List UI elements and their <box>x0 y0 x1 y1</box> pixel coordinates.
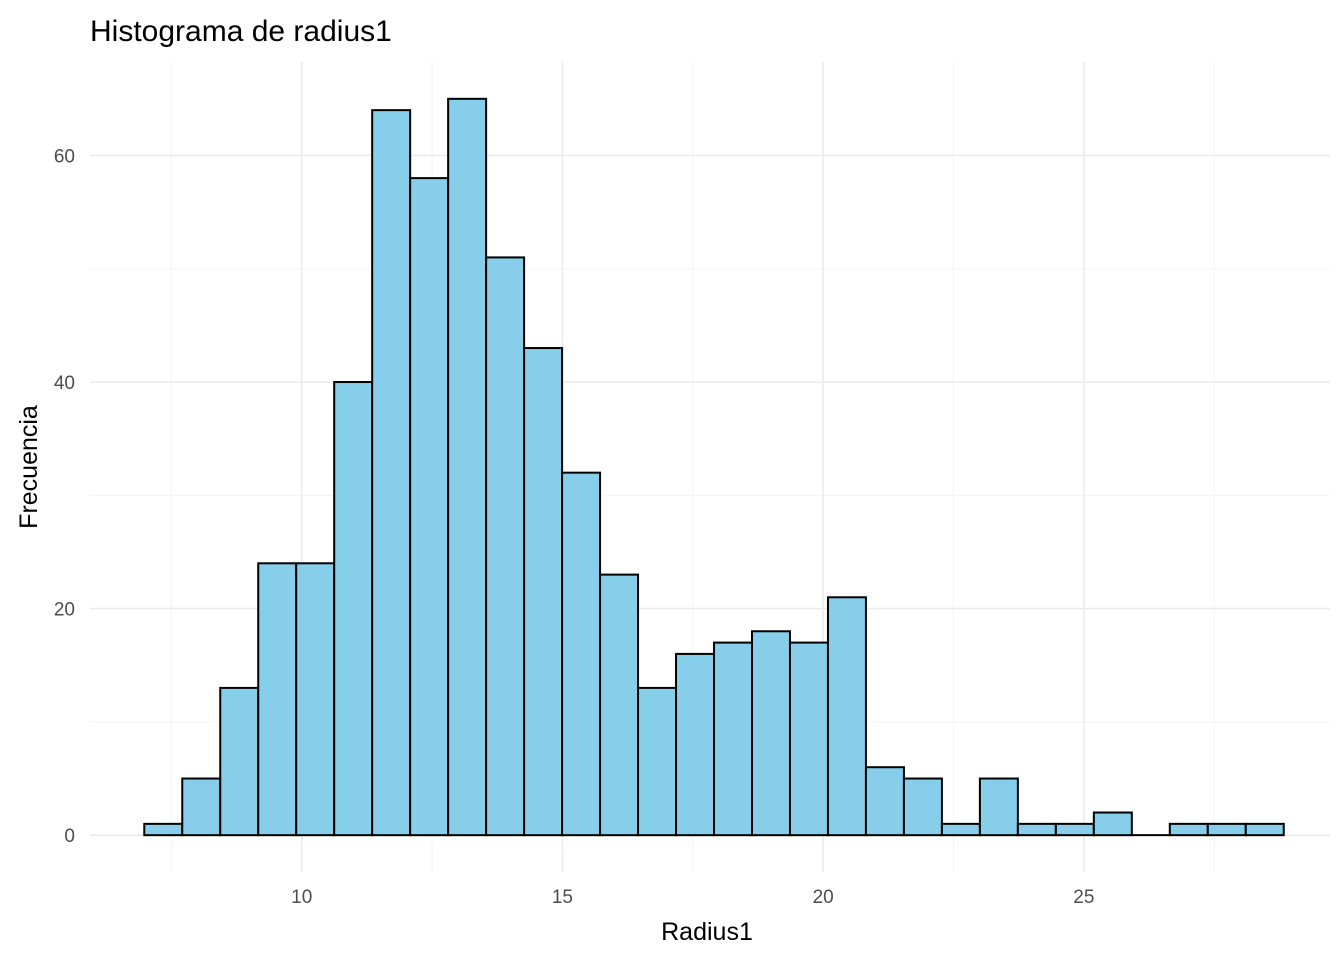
histogram-bar <box>219 686 260 837</box>
x-tick-label: 20 <box>813 887 834 908</box>
histogram-bar <box>1054 822 1095 837</box>
histogram-bar <box>333 381 374 837</box>
histogram-bar <box>181 777 222 837</box>
histogram-bar <box>940 822 981 837</box>
histogram-bar <box>637 686 678 837</box>
histogram-bar <box>750 630 791 837</box>
histogram-bar <box>1092 811 1133 837</box>
chart-title: Histograma de radius1 <box>90 15 392 48</box>
x-axis-title: Radius1 <box>661 918 753 946</box>
histogram-bar <box>1206 822 1247 837</box>
y-tick-label: 0 <box>64 826 75 847</box>
y-tick-label: 40 <box>54 373 75 394</box>
y-axis-title: Frecuencia <box>15 405 43 529</box>
y-tick-label: 20 <box>54 600 75 621</box>
histogram-bar <box>902 777 943 837</box>
x-tick-label: 25 <box>1073 887 1094 908</box>
histogram-bar <box>447 97 488 837</box>
histogram-bar <box>864 766 905 837</box>
bars-layer <box>143 97 1285 837</box>
x-tick-label: 10 <box>291 887 312 908</box>
histogram-bar <box>788 641 829 837</box>
x-tick-labels: 10 15 20 25 <box>291 887 1094 908</box>
histogram-bar <box>599 573 640 837</box>
x-tick-label: 15 <box>552 887 573 908</box>
y-tick-label: 60 <box>54 146 75 167</box>
histogram-bar <box>523 347 564 837</box>
histogram-bar <box>561 471 602 837</box>
histogram-bar <box>257 562 298 837</box>
histogram-bar <box>675 652 716 837</box>
histogram-bar <box>295 562 336 837</box>
histogram-bar <box>1244 822 1285 837</box>
histogram-bar <box>978 777 1019 837</box>
histogram-bar <box>1016 822 1057 837</box>
histogram-bar <box>826 596 867 837</box>
histogram-bar <box>485 256 526 837</box>
y-tick-labels: 0 20 40 60 <box>54 146 75 847</box>
histogram-bar <box>1168 822 1209 837</box>
histogram-bar <box>409 177 450 837</box>
histogram-bar <box>143 822 184 837</box>
histogram-bar <box>713 641 753 837</box>
histogram-bar <box>371 109 412 837</box>
